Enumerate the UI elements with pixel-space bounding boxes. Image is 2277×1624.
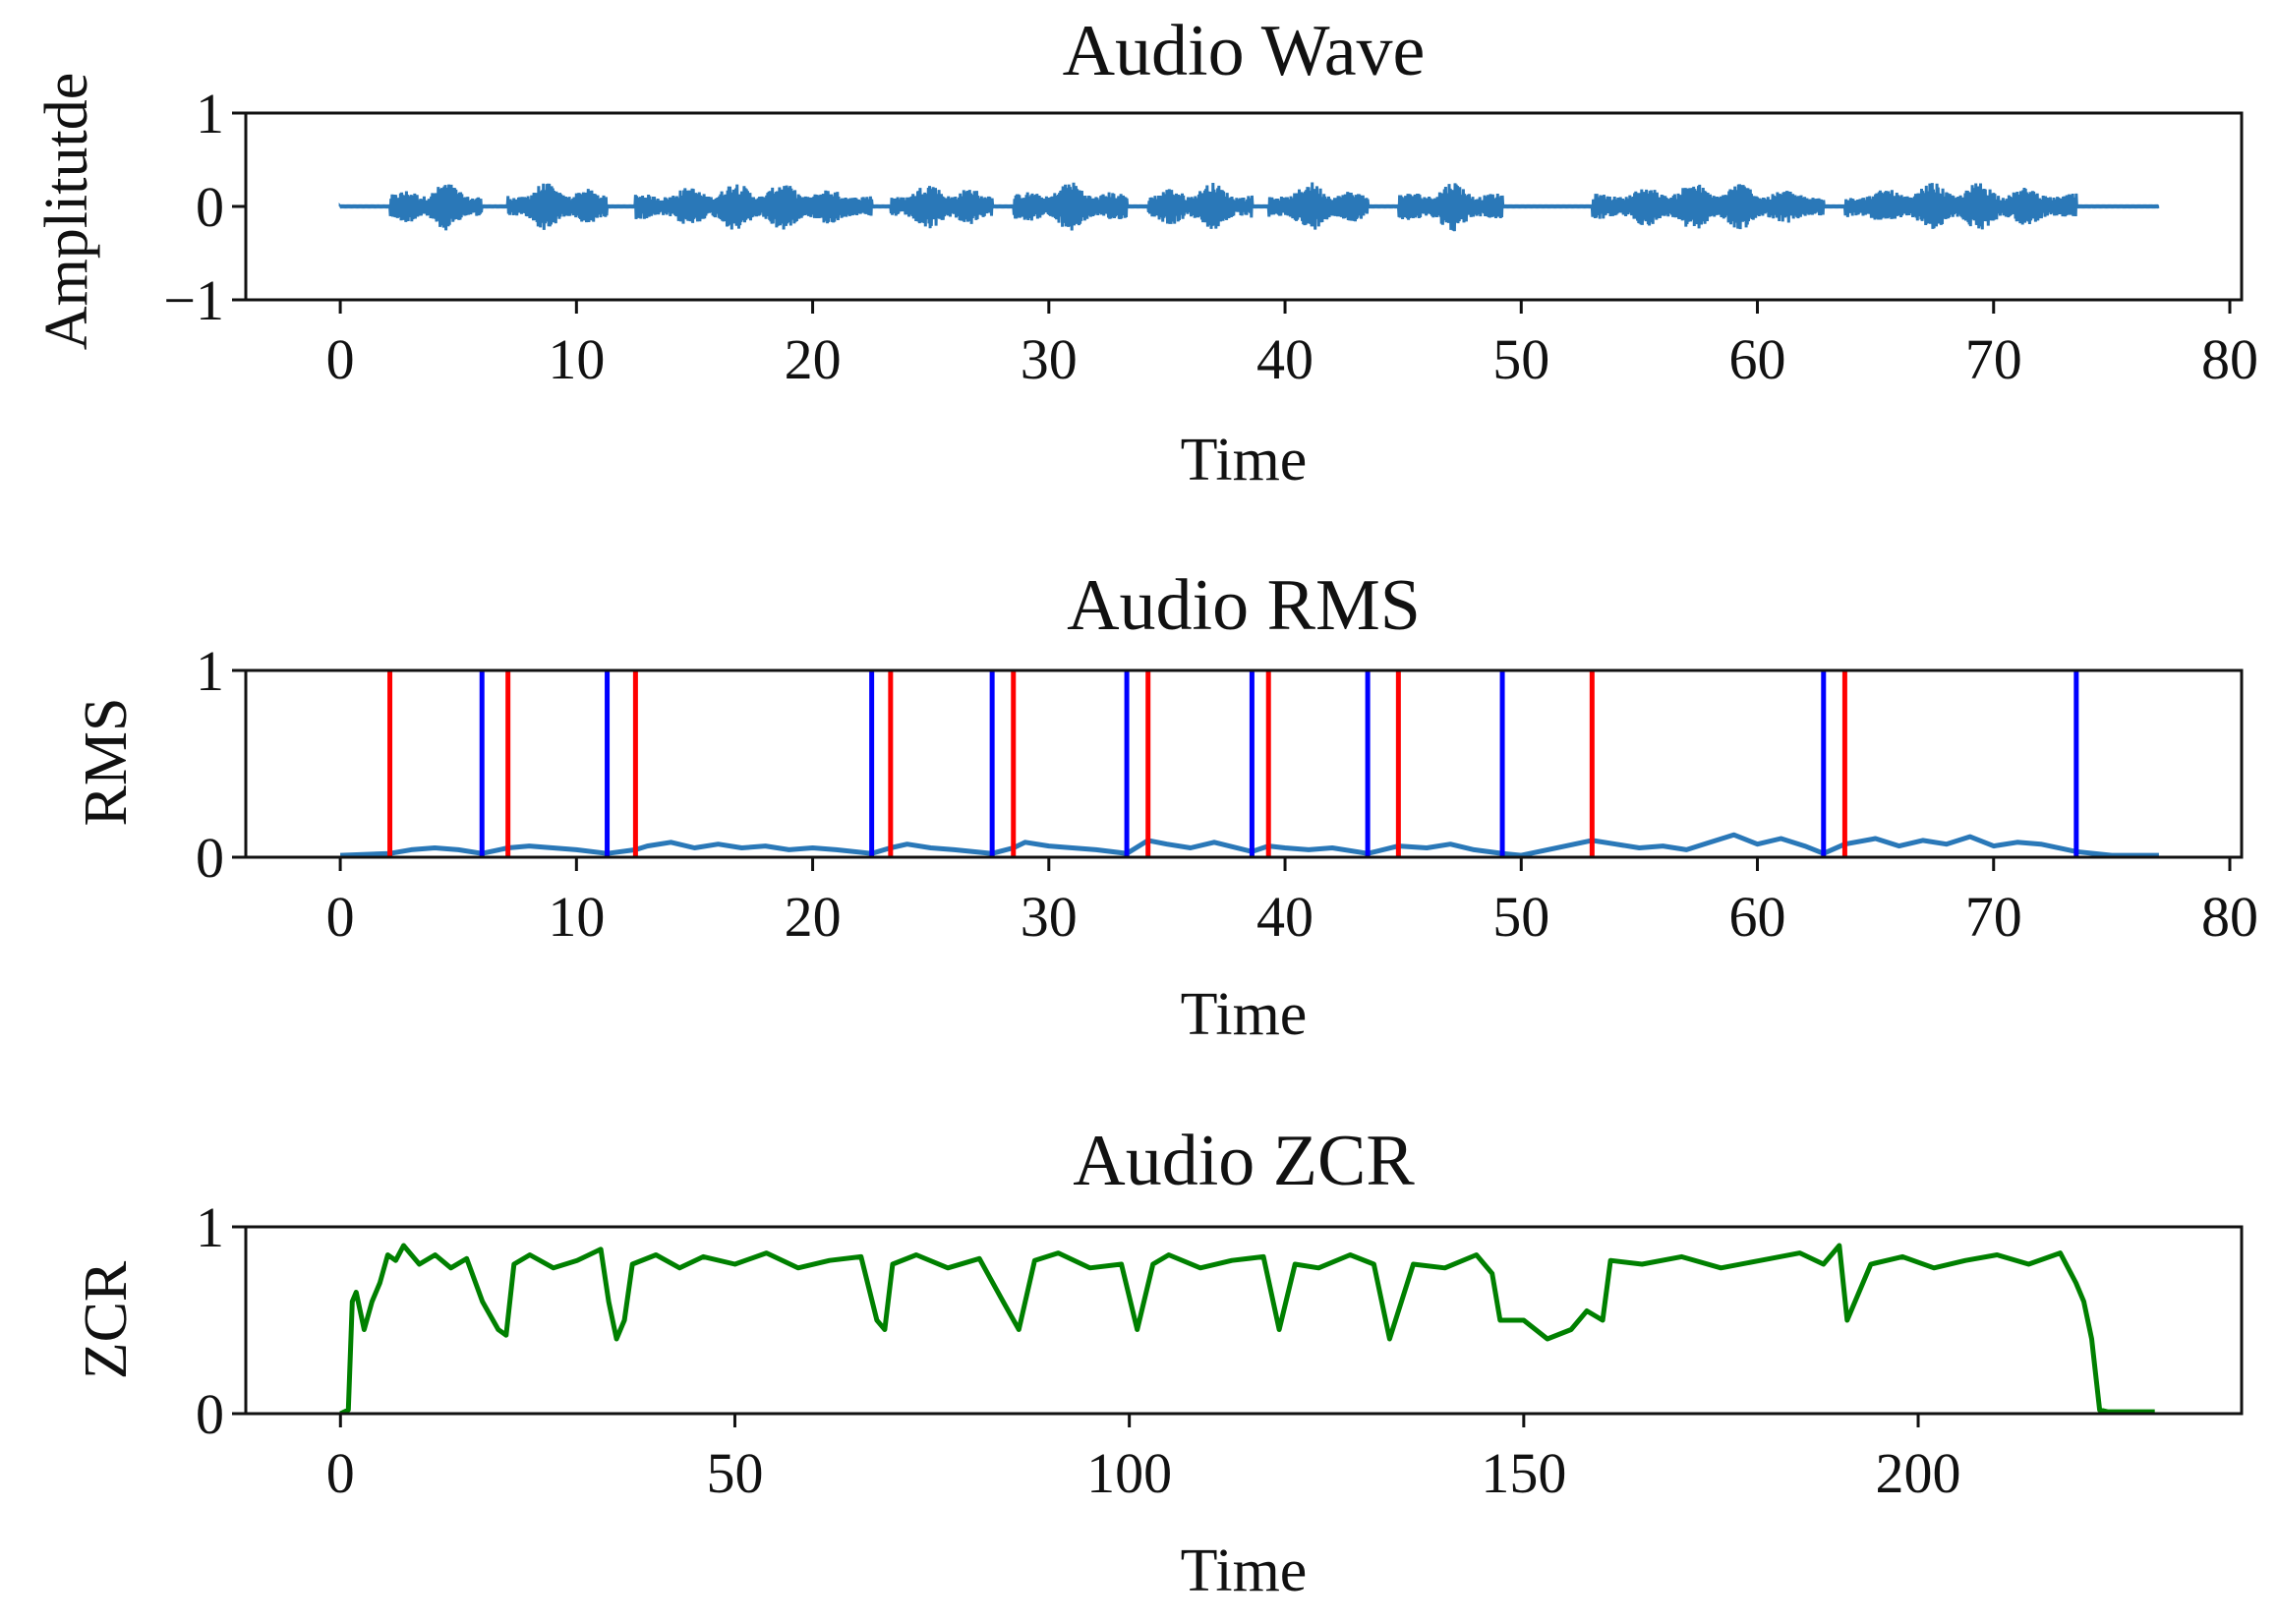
- x-tick-label-rms-5: 50: [1492, 885, 1549, 949]
- y-tick-label-zcr-1: 0: [196, 1382, 224, 1446]
- series-line-waveform: [338, 182, 2160, 232]
- plot-area-zcr: 0 50 100 150 200 1 0: [196, 1195, 2244, 1505]
- panel-audio-zcr: Audio ZCR ZCR Time 0 50 100 150 200 1 0: [73, 1121, 2244, 1604]
- x-tick-label-zcr-1: 50: [706, 1441, 763, 1505]
- series-line-rms: [340, 832, 2159, 857]
- x-tick-label-wave-6: 60: [1729, 327, 1786, 391]
- y-tick-label-wave-0: 1: [196, 82, 224, 145]
- x-tick-label-rms-3: 30: [1021, 885, 1078, 949]
- x-tick-label-rms-2: 20: [785, 885, 842, 949]
- y-tick-label-rms-1: 0: [196, 826, 224, 890]
- y-tick-label-wave-1: 0: [196, 175, 224, 239]
- x-axis-label-wave: Time: [1181, 427, 1308, 493]
- y-tick-label-rms-0: 1: [196, 639, 224, 703]
- x-tick-label-zcr-3: 150: [1481, 1441, 1566, 1505]
- x-tick-label-wave-4: 40: [1256, 327, 1314, 391]
- chart-title-zcr: Audio ZCR: [1073, 1121, 1415, 1201]
- x-tick-label-rms-7: 70: [1965, 885, 2022, 949]
- chart-title-rms: Audio RMS: [1067, 565, 1421, 646]
- x-tick-label-wave-3: 30: [1021, 327, 1078, 391]
- x-tick-label-rms-1: 10: [548, 885, 605, 949]
- y-tick-label-wave-2: −1: [163, 268, 224, 332]
- y-axis-label-rms: RMS: [73, 698, 140, 827]
- chart-title-wave: Audio Wave: [1063, 11, 1426, 91]
- series-group-zcr: [339, 1243, 2155, 1414]
- x-tick-label-rms-0: 0: [326, 885, 355, 949]
- x-tick-label-wave-8: 80: [2201, 327, 2258, 391]
- series-group-wave: [338, 182, 2160, 232]
- series-group-rms: [340, 670, 2159, 857]
- x-tick-label-wave-1: 10: [548, 327, 605, 391]
- x-tick-label-wave-5: 50: [1492, 327, 1549, 391]
- axes-frame-rms: [244, 668, 2244, 859]
- x-tick-label-wave-7: 70: [1965, 327, 2022, 391]
- x-axis-label-rms: Time: [1181, 981, 1308, 1048]
- axes-frame-zcr: [244, 1225, 2244, 1416]
- x-axis-label-zcr: Time: [1181, 1537, 1308, 1604]
- series-line-zcr: [339, 1243, 2155, 1414]
- y-axis-label-wave: Amplitutde: [33, 73, 100, 350]
- y-axis-label-zcr: ZCR: [73, 1260, 140, 1379]
- y-tick-label-zcr-0: 1: [196, 1195, 224, 1259]
- panel-audio-wave: Audio Wave Amplitutde Time 0 10 20 30 40 50 60…: [33, 11, 2258, 493]
- x-tick-label-wave-0: 0: [326, 327, 355, 391]
- x-tick-label-rms-6: 60: [1729, 885, 1786, 949]
- x-tick-label-rms-8: 80: [2201, 885, 2258, 949]
- x-tick-label-zcr-0: 0: [326, 1441, 355, 1505]
- x-tick-label-zcr-4: 200: [1876, 1441, 1961, 1505]
- x-tick-label-rms-4: 40: [1256, 885, 1314, 949]
- x-tick-label-zcr-2: 100: [1086, 1441, 1172, 1505]
- x-tick-label-wave-2: 20: [785, 327, 842, 391]
